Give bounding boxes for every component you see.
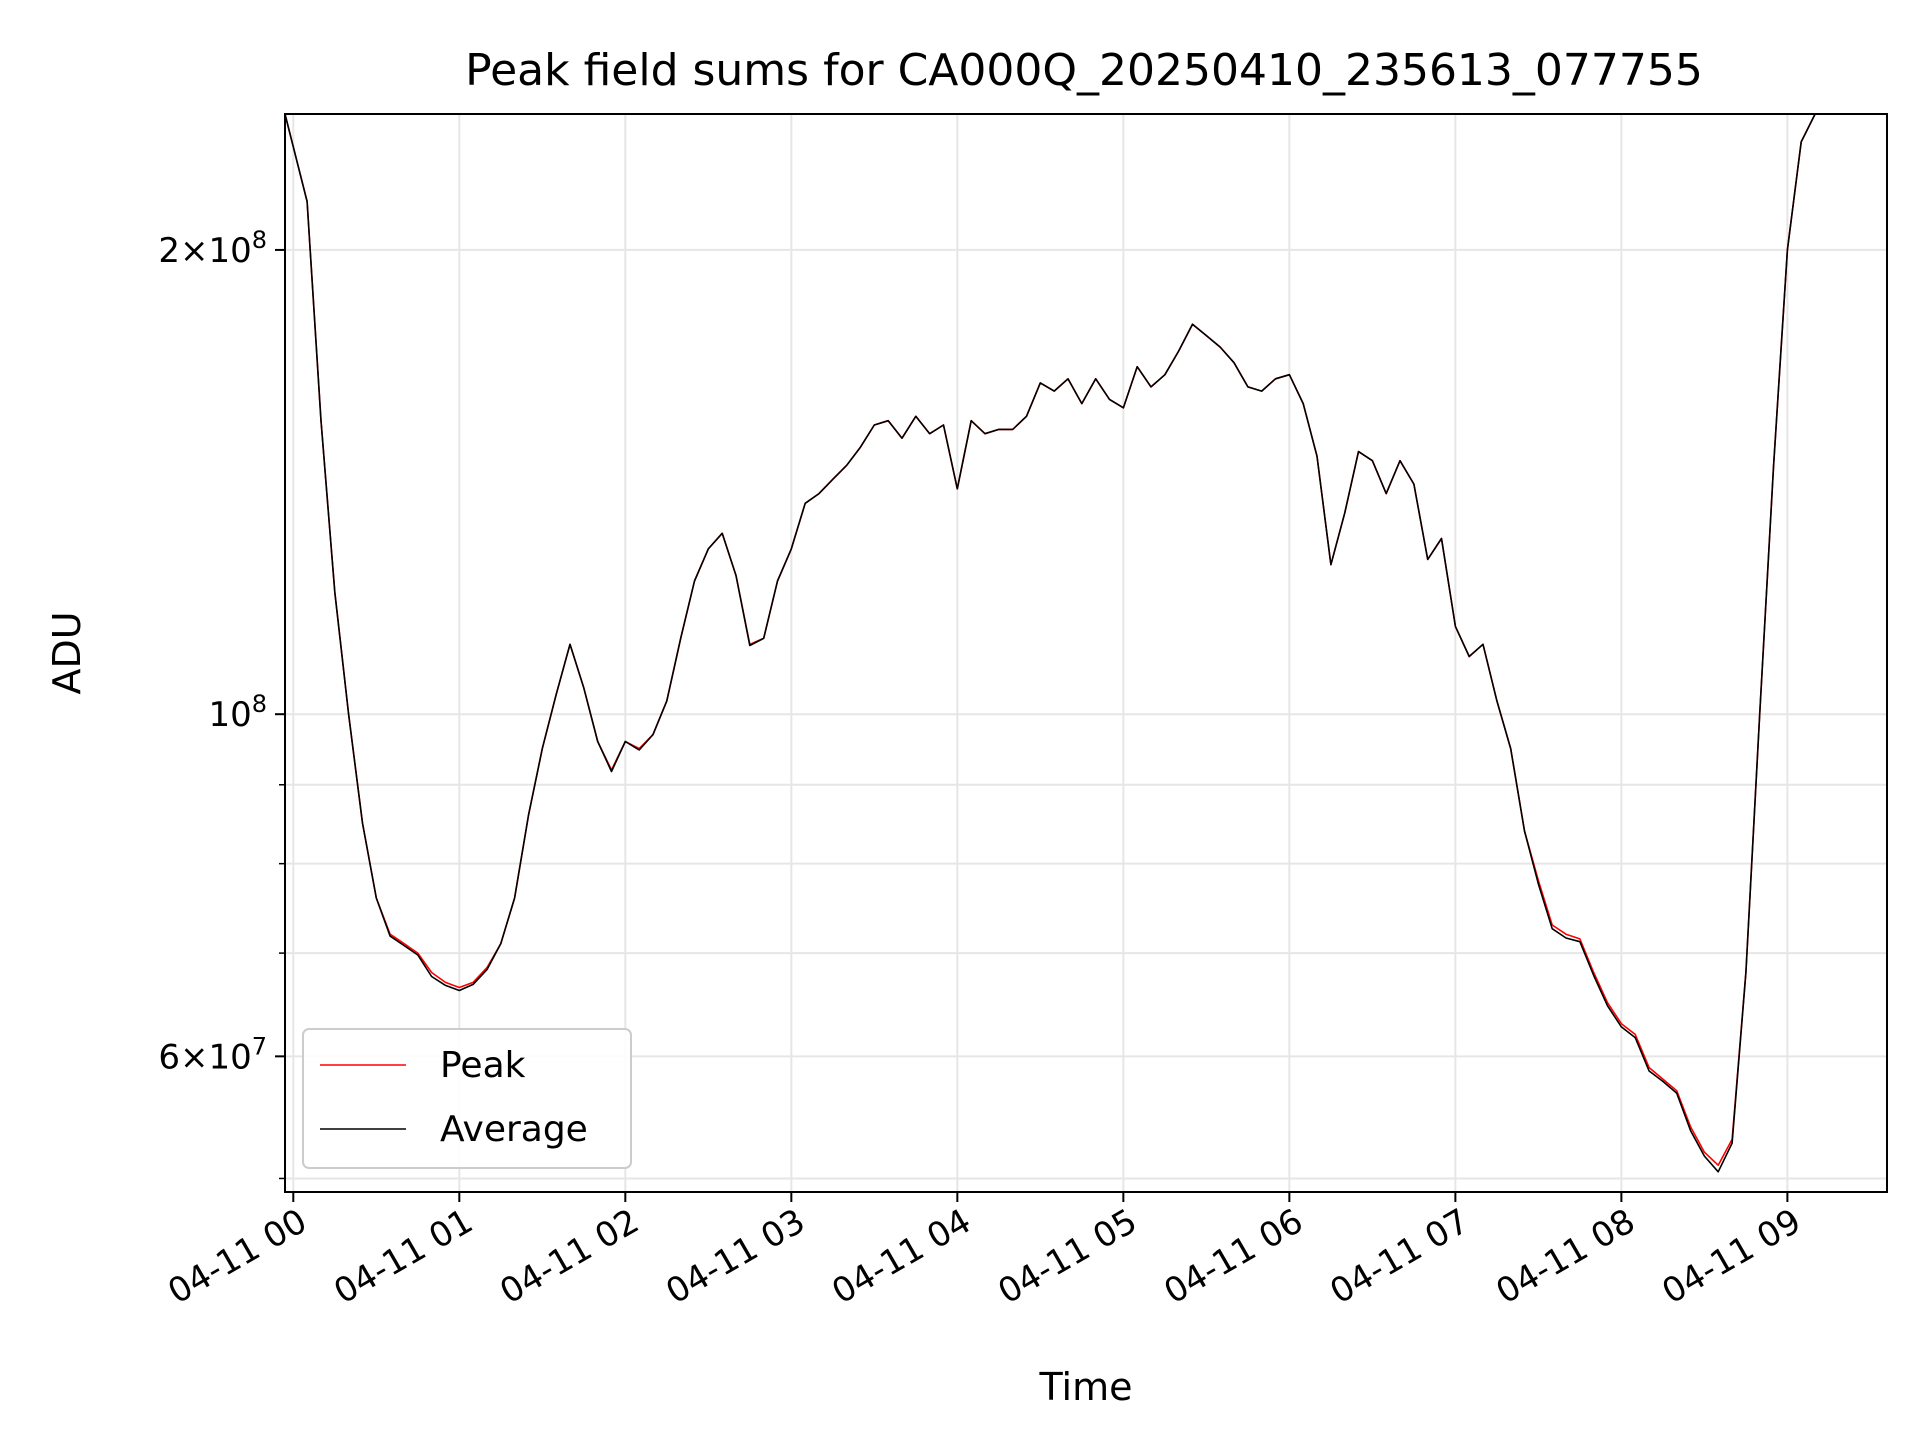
y-tick-label: 108: [208, 690, 267, 735]
plot-area-frame: [284, 113, 1888, 1193]
legend: Peak Average: [302, 1028, 632, 1169]
legend-label-average: Average: [440, 1109, 588, 1150]
series-layer: [284, 113, 1887, 1173]
y-axis-label: ADU: [45, 611, 89, 694]
y-tick-label: 6×107: [158, 1032, 267, 1077]
y-axis: 2×108 108 6×107: [158, 226, 285, 1180]
x-axis-label: Time: [1039, 1365, 1133, 1409]
legend-label-peak: Peak: [440, 1045, 526, 1086]
series-line-average: [284, 113, 1887, 1173]
legend-box: [302, 1028, 632, 1169]
grid: [285, 114, 1887, 1192]
chart-title: Peak field sums for CA000Q_20250410_2356…: [465, 45, 1703, 96]
y-tick-label: 2×108: [158, 226, 267, 271]
